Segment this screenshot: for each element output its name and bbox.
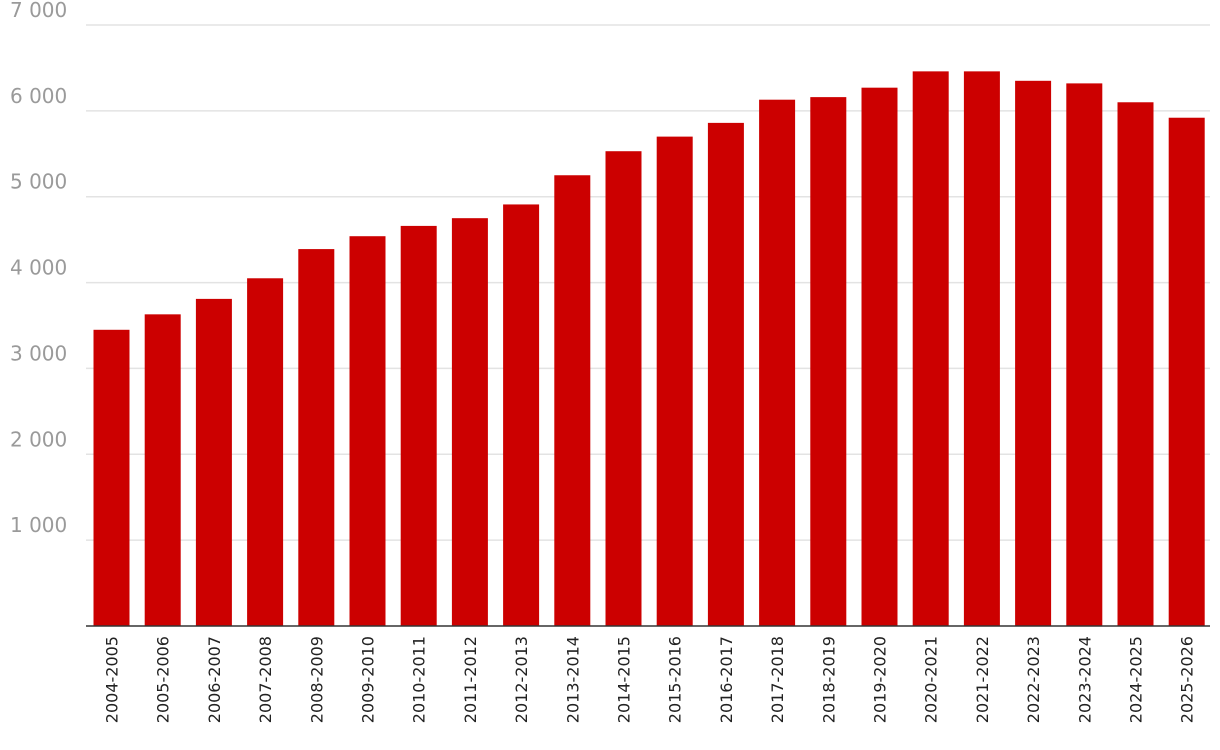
bar-2024-2025 [1117,102,1154,627]
bar-2012-2013 [503,204,540,627]
bar-2025-2026 [1168,117,1205,627]
x-tick-label: 2023-2024 [1075,636,1094,723]
bar-2023-2024 [1066,83,1103,626]
bar-2021-2022 [963,71,1000,626]
bar-2022-2023 [1015,80,1052,627]
x-tick-label: 2018-2019 [819,636,838,723]
bar-2015-2016 [656,136,693,626]
bar-2005-2006 [144,314,181,626]
x-axis-ticks: 2004-2005 2005-2006 2006-2007 2007-2008 2008… [103,636,1197,723]
x-tick-label: 2008-2009 [307,636,326,723]
y-tick-label: 3 000 [10,341,67,365]
x-tick-label: 2007-2008 [256,636,275,723]
y-tick-label: 2 000 [10,427,67,451]
bar-2011-2012 [451,218,488,626]
bar-2020-2021 [912,71,949,626]
bar-2004-2005 [93,329,130,626]
x-tick-label: 2015-2016 [666,636,685,723]
bar-2013-2014 [554,175,591,626]
bar-2009-2010 [349,236,386,627]
bar-2017-2018 [759,99,796,626]
x-tick-label: 2009-2010 [359,636,378,723]
x-tick-label: 2021-2022 [973,636,992,723]
bar-2014-2015 [605,151,642,626]
x-tick-label: 2005-2006 [154,636,173,723]
y-tick-label: 7 000 [10,0,67,22]
x-tick-label: 2010-2011 [410,636,429,723]
bar-2019-2020 [861,87,898,626]
x-tick-label: 2004-2005 [103,636,122,723]
y-tick-label: 1 000 [10,513,67,537]
y-tick-label: 5 000 [10,170,67,194]
x-tick-label: 2014-2015 [615,636,634,723]
y-axis-ticks: 1 000 2 000 3 000 4 000 5 000 6 000 7 000 [10,0,67,537]
y-tick-label: 4 000 [10,256,67,280]
bar-2016-2017 [707,122,744,627]
x-tick-label: 2006-2007 [205,636,224,723]
x-tick-label: 2011-2012 [461,636,480,723]
bar-2008-2009 [298,249,335,626]
x-tick-label: 2017-2018 [768,636,787,723]
bars [93,71,1205,627]
bar-2010-2011 [400,225,437,627]
x-tick-label: 2020-2021 [922,636,941,723]
x-tick-label: 2012-2013 [512,636,531,723]
y-tick-label: 6 000 [10,84,67,108]
x-tick-label: 2016-2017 [717,636,736,723]
x-tick-label: 2013-2014 [563,636,582,723]
bar-2018-2019 [810,97,847,627]
x-tick-label: 2024-2025 [1127,636,1146,723]
x-tick-label: 2022-2023 [1024,636,1043,723]
bar-2007-2008 [247,278,284,626]
x-tick-label: 2025-2026 [1178,636,1197,723]
bar-2006-2007 [195,298,232,626]
x-tick-label: 2019-2020 [871,636,890,723]
